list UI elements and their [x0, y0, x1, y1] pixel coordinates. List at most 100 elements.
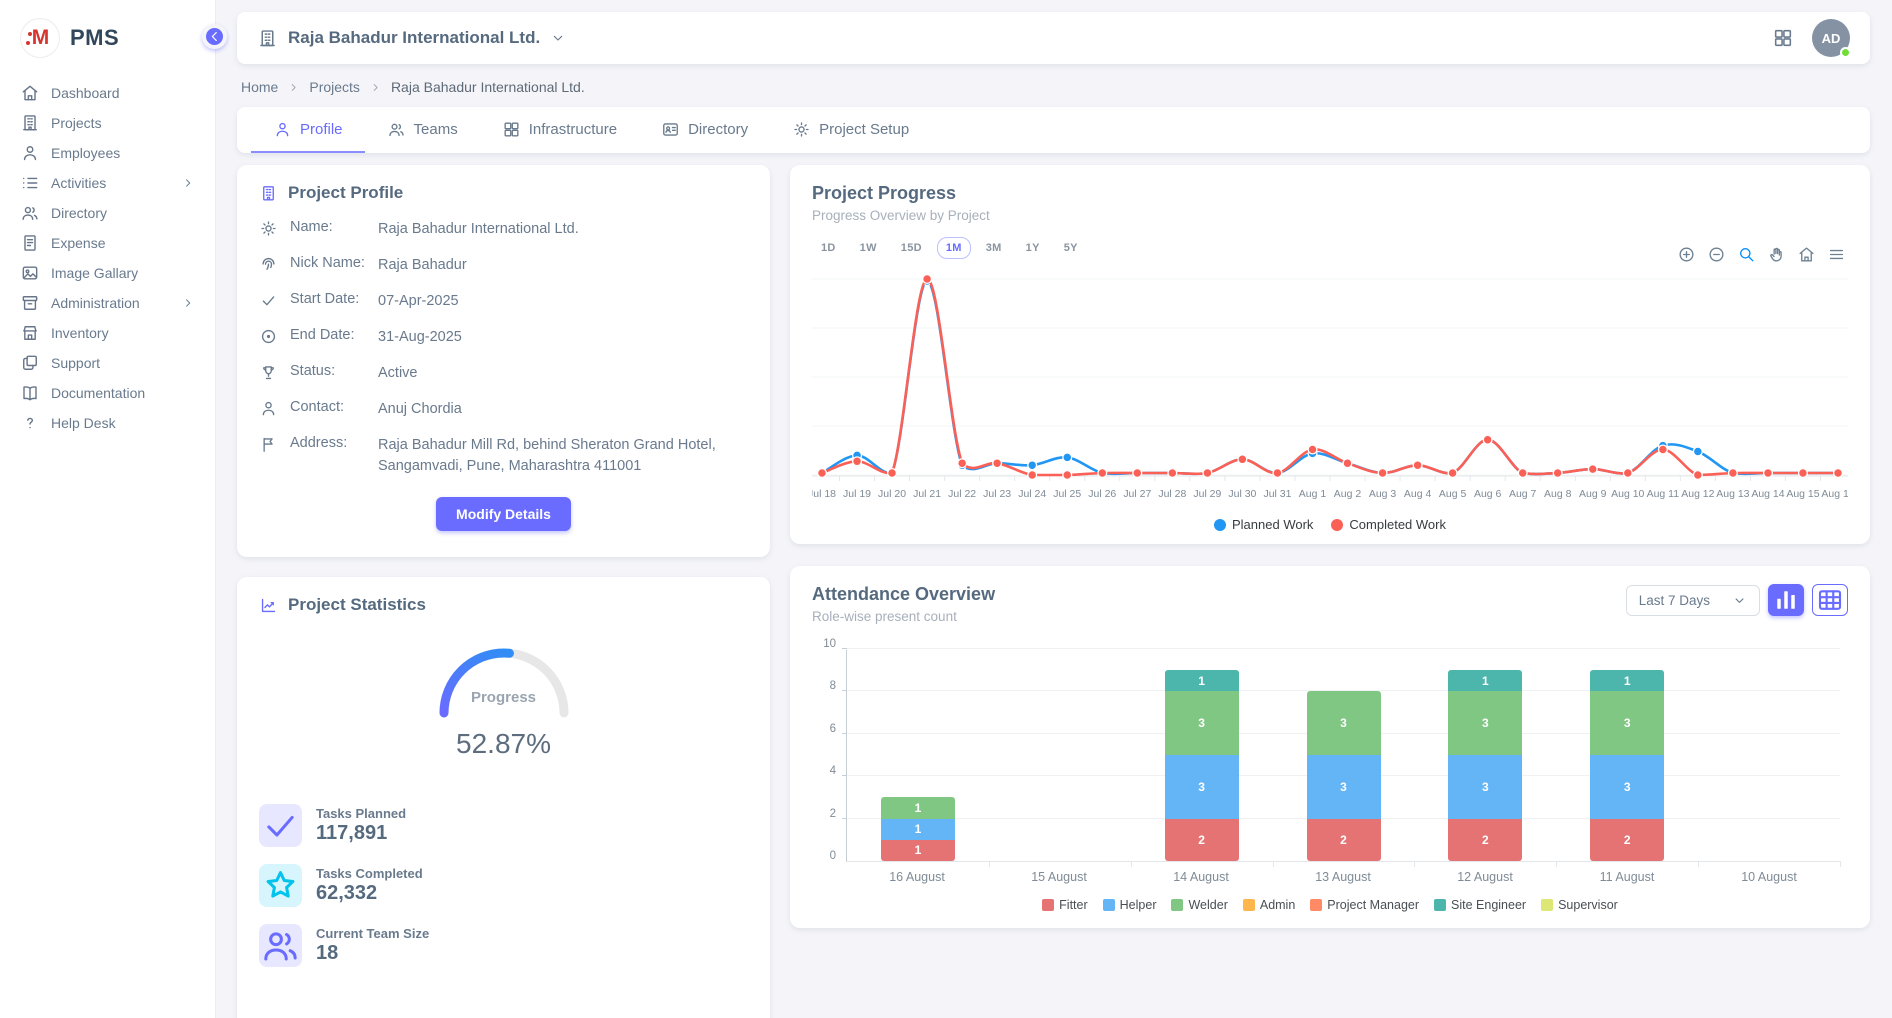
sidebar-item-dashboard[interactable]: Dashboard [0, 78, 215, 108]
legend-admin[interactable]: Admin [1242, 898, 1295, 912]
x-axis-label: 14 August [1173, 870, 1229, 884]
range-button-1w[interactable]: 1W [851, 237, 886, 259]
bar-column-16-august[interactable]: 1 1 1 [847, 650, 989, 861]
range-button-15d[interactable]: 15D [892, 237, 931, 259]
sidebar-item-inventory[interactable]: Inventory [0, 318, 215, 348]
apps-grid-icon[interactable] [1772, 27, 1794, 49]
bar-column-11-august[interactable]: 2 3 3 1 [1556, 650, 1698, 861]
sidebar-collapse-button[interactable] [202, 24, 227, 49]
bar-segment-welder[interactable]: 3 [1448, 691, 1523, 756]
date-range-select[interactable]: Last 7 Days [1625, 584, 1760, 616]
bar-segment-helper[interactable]: 3 [1590, 755, 1665, 819]
sidebar-item-support[interactable]: Support [0, 348, 215, 378]
sidebar-item-projects[interactable]: Projects [0, 108, 215, 138]
tab-infrastructure[interactable]: Infrastructure [480, 107, 639, 153]
stat-value: 62,332 [316, 882, 378, 905]
check-icon [267, 816, 294, 837]
progress-line-chart[interactable]: Jul 18 Jul 19 Jul 20 Jul 21 Jul 22 Jul 23 Jul … [812, 263, 1848, 515]
building-icon [259, 184, 278, 203]
bar-segment-welder[interactable]: 1 [880, 797, 955, 819]
bar-segment-welder[interactable]: 3 [1164, 691, 1239, 756]
sidebar-item-activities[interactable]: Activities [0, 168, 215, 198]
sidebar-item-image-gallary[interactable]: Image Gallary [0, 258, 215, 288]
stat-current-team-size: Current Team Size 18 [259, 924, 748, 968]
legend-label: Welder [1188, 898, 1228, 912]
breadcrumb-item[interactable]: Projects [309, 79, 360, 95]
toolbar-pan-hand-icon[interactable] [1767, 245, 1786, 264]
bar-column-10-august[interactable] [1698, 650, 1840, 861]
toolbar-zoom-select-icon[interactable] [1737, 245, 1756, 264]
bar-segment-helper[interactable]: 3 [1164, 755, 1239, 819]
legend-site-engineer[interactable]: Site Engineer [1434, 898, 1526, 912]
sidebar-item-label: Inventory [51, 325, 109, 341]
tab-project-setup[interactable]: Project Setup [770, 107, 931, 153]
toolbar-home-icon[interactable] [1797, 245, 1816, 264]
bar-segment-site-engineer[interactable]: 1 [1164, 670, 1239, 692]
gear-icon [261, 221, 276, 236]
legend-planned-work[interactable]: Planned Work [1214, 517, 1313, 532]
svg-text:Aug 2: Aug 2 [1334, 489, 1362, 500]
bar-column-14-august[interactable]: 2 3 3 1 [1131, 650, 1273, 861]
user-avatar[interactable]: AD [1812, 19, 1851, 58]
toolbar-menu-icon[interactable] [1827, 245, 1846, 264]
modify-details-button[interactable]: Modify Details [436, 497, 571, 532]
legend-project-manager[interactable]: Project Manager [1310, 898, 1419, 912]
sidebar-item-expense[interactable]: Expense [0, 228, 215, 258]
app-name: PMS [70, 25, 120, 50]
range-button-1d[interactable]: 1D [812, 237, 845, 259]
chevron-down-icon [550, 30, 566, 46]
bar-segment-fitter[interactable]: 1 [880, 839, 955, 861]
table-view-button[interactable] [1812, 584, 1848, 616]
bar-segment-fitter[interactable]: 2 [1590, 818, 1665, 861]
sidebar-item-documentation[interactable]: Documentation [0, 378, 215, 408]
bar-segment-helper[interactable]: 1 [880, 818, 955, 840]
legend-helper[interactable]: Helper [1102, 898, 1156, 912]
bar-segment-site-engineer[interactable]: 1 [1590, 670, 1665, 692]
field-label: Name: [290, 219, 333, 235]
sidebar-item-directory[interactable]: Directory [0, 198, 215, 228]
tab-profile[interactable]: Profile [251, 107, 365, 153]
range-button-5y[interactable]: 5Y [1055, 237, 1087, 259]
legend-swatch [1310, 899, 1323, 911]
toolbar-minus-circle-icon[interactable] [1707, 245, 1726, 264]
bar-segment-fitter[interactable]: 2 [1306, 818, 1381, 861]
segment-value: 3 [1198, 716, 1205, 731]
bar-segment-helper[interactable]: 3 [1306, 755, 1381, 819]
toolbar-plus-circle-icon[interactable] [1677, 245, 1696, 264]
card-title: Attendance Overview [812, 584, 996, 604]
legend-fitter[interactable]: Fitter [1042, 898, 1088, 912]
sidebar-item-help-desk[interactable]: Help Desk [0, 408, 215, 438]
sidebar-item-employees[interactable]: Employees [0, 138, 215, 168]
svg-text:Jul 19: Jul 19 [843, 489, 871, 500]
bar-segment-welder[interactable]: 3 [1306, 691, 1381, 756]
attendance-bar-chart[interactable]: 0 2 4 6 8 10 1 1 1 2 3 3 1 2 3 3 2 3 3 1 2 3 3 1 16 August 15 A… [812, 638, 1848, 884]
tab-directory[interactable]: Directory [639, 107, 770, 153]
tab-teams[interactable]: Teams [365, 107, 480, 153]
bar-segment-fitter[interactable]: 2 [1164, 818, 1239, 861]
sidebar-item-administration[interactable]: Administration [0, 288, 215, 318]
app-logo[interactable]: M PMS [0, 14, 215, 68]
legend-welder[interactable]: Welder [1171, 898, 1228, 912]
range-button-1y[interactable]: 1Y [1017, 237, 1049, 259]
tab-label: Project Setup [819, 120, 910, 138]
range-button-1m[interactable]: 1M [936, 237, 971, 259]
legend-completed-work[interactable]: Completed Work [1331, 517, 1446, 532]
breadcrumb-item[interactable]: Home [241, 79, 279, 95]
x-axis-label: 13 August [1315, 870, 1371, 884]
range-button-3m[interactable]: 3M [977, 237, 1011, 259]
bar-segment-welder[interactable]: 3 [1590, 691, 1665, 756]
chart-view-button[interactable] [1768, 584, 1804, 616]
bar-segment-site-engineer[interactable]: 1 [1448, 670, 1523, 692]
segment-value: 1 [914, 801, 922, 816]
legend-supervisor[interactable]: Supervisor [1541, 898, 1618, 912]
bar-column-12-august[interactable]: 2 3 3 1 [1414, 650, 1556, 861]
svg-text:Jul 22: Jul 22 [948, 489, 976, 500]
question-icon [27, 417, 34, 429]
bar-segment-fitter[interactable]: 2 [1448, 818, 1523, 861]
project-selector[interactable]: Raja Bahadur International Ltd. [257, 28, 566, 49]
bar-column-15-august[interactable] [989, 650, 1131, 861]
check-icon [262, 296, 275, 306]
menu-icon [1829, 249, 1844, 260]
bar-column-13-august[interactable]: 2 3 3 [1273, 650, 1415, 861]
bar-segment-helper[interactable]: 3 [1448, 755, 1523, 819]
